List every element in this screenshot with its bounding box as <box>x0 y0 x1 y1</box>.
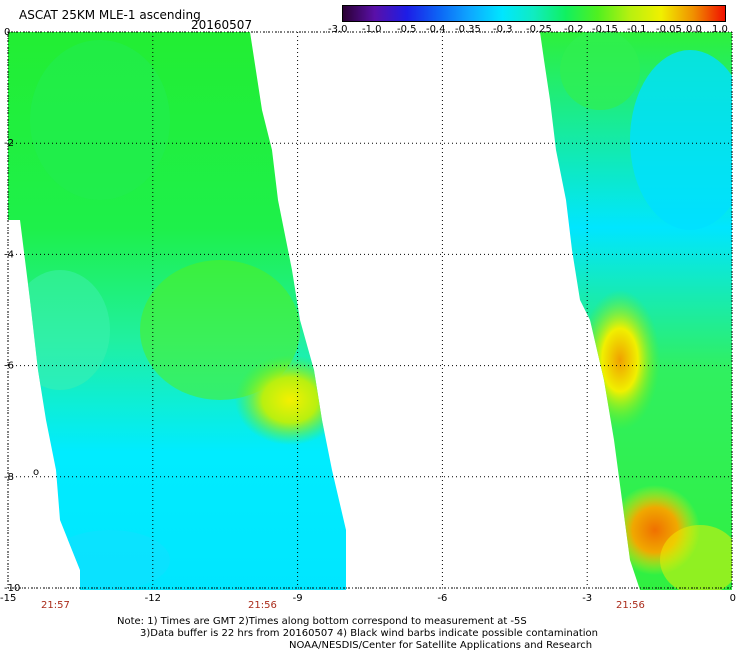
y-axis-letter: o <box>33 467 40 478</box>
colorbar-label: -0.05 <box>656 24 682 35</box>
colorbar-label: -3.0 <box>328 24 348 35</box>
colorbar-label: -0.1 <box>627 24 647 35</box>
x-tick-label: -9 <box>293 593 303 604</box>
colorbar-labels: -3.0 -1.0 -0.5 -0.4 -0.35 -0.3 -0.25 -0.… <box>328 24 738 36</box>
y-tick-label: -2 <box>4 138 14 149</box>
x-tick-label: 0 <box>730 593 736 604</box>
colorbar-label: -0.4 <box>426 24 446 35</box>
x-tick-label: -12 <box>145 593 161 604</box>
y-tick-label: -10 <box>4 583 20 594</box>
colorbar-label: -0.5 <box>397 24 417 35</box>
colorbar-label: -0.35 <box>455 24 481 35</box>
colorbar-label: -1.0 <box>362 24 382 35</box>
map-frame <box>7 31 733 589</box>
x-tick-label: -6 <box>437 593 447 604</box>
colorbar-label: -0.3 <box>493 24 513 35</box>
swath-left <box>8 32 346 590</box>
pass-time-label: 21:57 <box>41 600 70 611</box>
y-ticks: 0 -2 -4 -6 -8 -10 <box>4 27 20 594</box>
colorbar-label: -0.15 <box>592 24 618 35</box>
colorbar <box>342 5 726 22</box>
colorbar-label: 0.0 <box>686 24 702 35</box>
y-tick-label: -4 <box>4 249 14 260</box>
note-line-3: NOAA/NESDIS/Center for Satellite Applica… <box>289 640 593 651</box>
x-ticks: -15 -12 -9 -6 -3 0 <box>0 593 736 604</box>
pass-time-label: 21:56 <box>616 600 645 611</box>
note-line-2: 3)Data buffer is 22 hrs from 20160507 4)… <box>140 628 598 639</box>
swath-right <box>540 32 732 590</box>
note-line-1: Note: 1) Times are GMT 2)Times along bot… <box>117 616 527 627</box>
x-tick-label: -3 <box>582 593 592 604</box>
x-tick-label: -15 <box>0 593 16 604</box>
y-tick-label: -6 <box>4 361 14 372</box>
colorbar-label: -0.25 <box>526 24 552 35</box>
colorbar-label: 1.0 <box>712 24 728 35</box>
y-tick-label: -8 <box>4 472 14 483</box>
product-title: ASCAT 25KM MLE-1 ascending <box>19 8 201 22</box>
pass-time-label: 21:56 <box>248 600 277 611</box>
product-date: 20160507 <box>191 18 253 32</box>
lat-lon-grid <box>7 31 733 589</box>
y-tick-label: 0 <box>4 27 10 38</box>
colorbar-label: -0.2 <box>564 24 584 35</box>
